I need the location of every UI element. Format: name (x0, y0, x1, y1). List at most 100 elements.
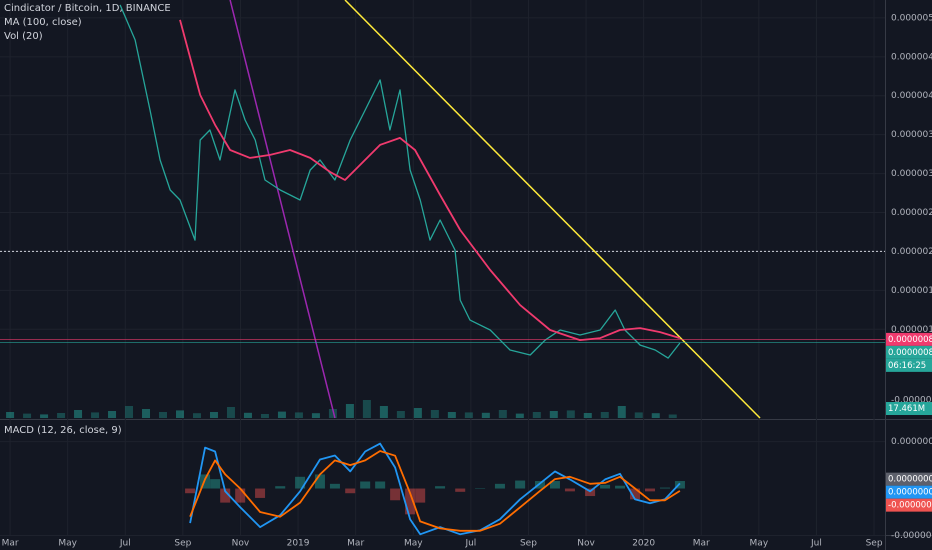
histogram-bar (185, 488, 196, 494)
volume-bar (634, 412, 643, 418)
price-tag-bg (886, 498, 932, 512)
histogram-bar (235, 488, 246, 503)
grid (0, 0, 885, 536)
volume-bar (549, 411, 558, 418)
histogram-bar (494, 483, 505, 489)
histogram-bar (295, 476, 306, 489)
x-tick-label: Nov (232, 539, 250, 549)
x-tick-label: Mar (347, 539, 364, 549)
price-tag-bg (886, 345, 932, 359)
x-tick-label: Sep (174, 539, 191, 549)
histogram-bar (275, 486, 286, 489)
volume-bar (668, 414, 677, 418)
price-tag-label: 0.00000002 (888, 475, 932, 485)
x-tick-label: Mar (693, 539, 710, 549)
y-tick-label: 0.00000450 (891, 52, 932, 62)
x-tick-label: May (750, 539, 769, 549)
x-tick-label: Jul (119, 539, 131, 549)
histogram-bar (630, 488, 641, 500)
price-tag-bg (886, 485, 932, 499)
price-tag-label: 17.461M (888, 404, 925, 414)
volume-bar (260, 414, 269, 418)
volume-bar (6, 412, 15, 418)
price-tag-bg (886, 332, 932, 346)
legend-volume: Vol (20) (4, 31, 43, 42)
volume-bar (294, 412, 303, 418)
volume-bar (651, 413, 660, 418)
x-tick-label: 2020 (632, 539, 655, 549)
volume-bar (91, 412, 100, 418)
volume-bar (23, 413, 32, 418)
histogram-bar (674, 481, 685, 489)
histogram-bar (455, 488, 466, 492)
histogram-bar (314, 474, 325, 489)
volume-bar (142, 409, 151, 418)
volume-bar (209, 412, 218, 418)
volume-bar (277, 411, 286, 418)
volume-bar (430, 410, 439, 418)
histogram-bar (375, 481, 386, 489)
x-tick-label: Jul (810, 539, 822, 549)
price-tag-bg (886, 472, 932, 486)
series-line (189, 442, 681, 536)
histogram-bar (515, 480, 526, 489)
histogram-bar (255, 488, 266, 498)
volume-bar (243, 412, 252, 418)
volume-bar (464, 412, 473, 418)
volume-bar (600, 412, 609, 418)
volume-bar (345, 404, 354, 418)
x-tick-label: May (404, 539, 423, 549)
volume-bar (481, 412, 490, 418)
volume-bar (159, 412, 168, 418)
volume-bar (617, 406, 626, 418)
histogram-bar (210, 479, 221, 489)
price-tag-label: 0.00000087 (888, 335, 932, 345)
volume-bar (498, 410, 507, 418)
x-tick-label: Jul (464, 539, 476, 549)
histogram-bar (644, 488, 655, 492)
volume-bar (74, 410, 83, 418)
volume-bar (566, 410, 575, 418)
volume-bar (57, 413, 66, 418)
volume-bar (396, 411, 405, 418)
legend-ma: MA (100, close) (4, 17, 82, 28)
y-tick-label: 0.00000250 (891, 208, 932, 218)
y-tick-label: 0.00000300 (891, 169, 932, 179)
chart-title: Cindicator / Bitcoin, 1D, BINANCE (4, 3, 171, 14)
y-tick-label: 0.00000350 (891, 130, 932, 140)
histogram-bar (600, 484, 611, 489)
x-tick-label: Nov (577, 539, 595, 549)
series-line (119, 4, 681, 359)
volume-bar (328, 409, 337, 418)
trend-line (229, 0, 336, 419)
histogram-bar (549, 481, 560, 489)
volume-bar (583, 413, 592, 418)
y-tick-label: 0.00000500 (891, 13, 932, 23)
y-tick-label: 0.00000200 (891, 247, 932, 257)
volume-bar (311, 413, 320, 418)
volume-bar (108, 411, 117, 418)
x-tick-label: May (58, 539, 77, 549)
histogram-bar (615, 485, 626, 489)
y-tick-label: 0.00000150 (891, 286, 932, 296)
volume-bar (532, 412, 541, 418)
volume-bar (515, 413, 524, 418)
x-tick-label: Sep (520, 539, 537, 549)
histogram-bar (435, 486, 446, 489)
histogram-bar (405, 488, 416, 515)
histogram-bar (564, 488, 575, 492)
y-tick-label: 0.00000010 (891, 437, 932, 447)
volume-bar (226, 407, 235, 418)
price-tag-bg (886, 402, 932, 416)
volume-bar (40, 414, 49, 418)
histogram-bar (329, 483, 340, 489)
histogram-bar (390, 488, 401, 501)
macd-title: MACD (12, 26, close, 9) (4, 425, 122, 436)
histogram-bar (360, 481, 371, 489)
price-tag-label: 0.00000083 (888, 348, 932, 358)
